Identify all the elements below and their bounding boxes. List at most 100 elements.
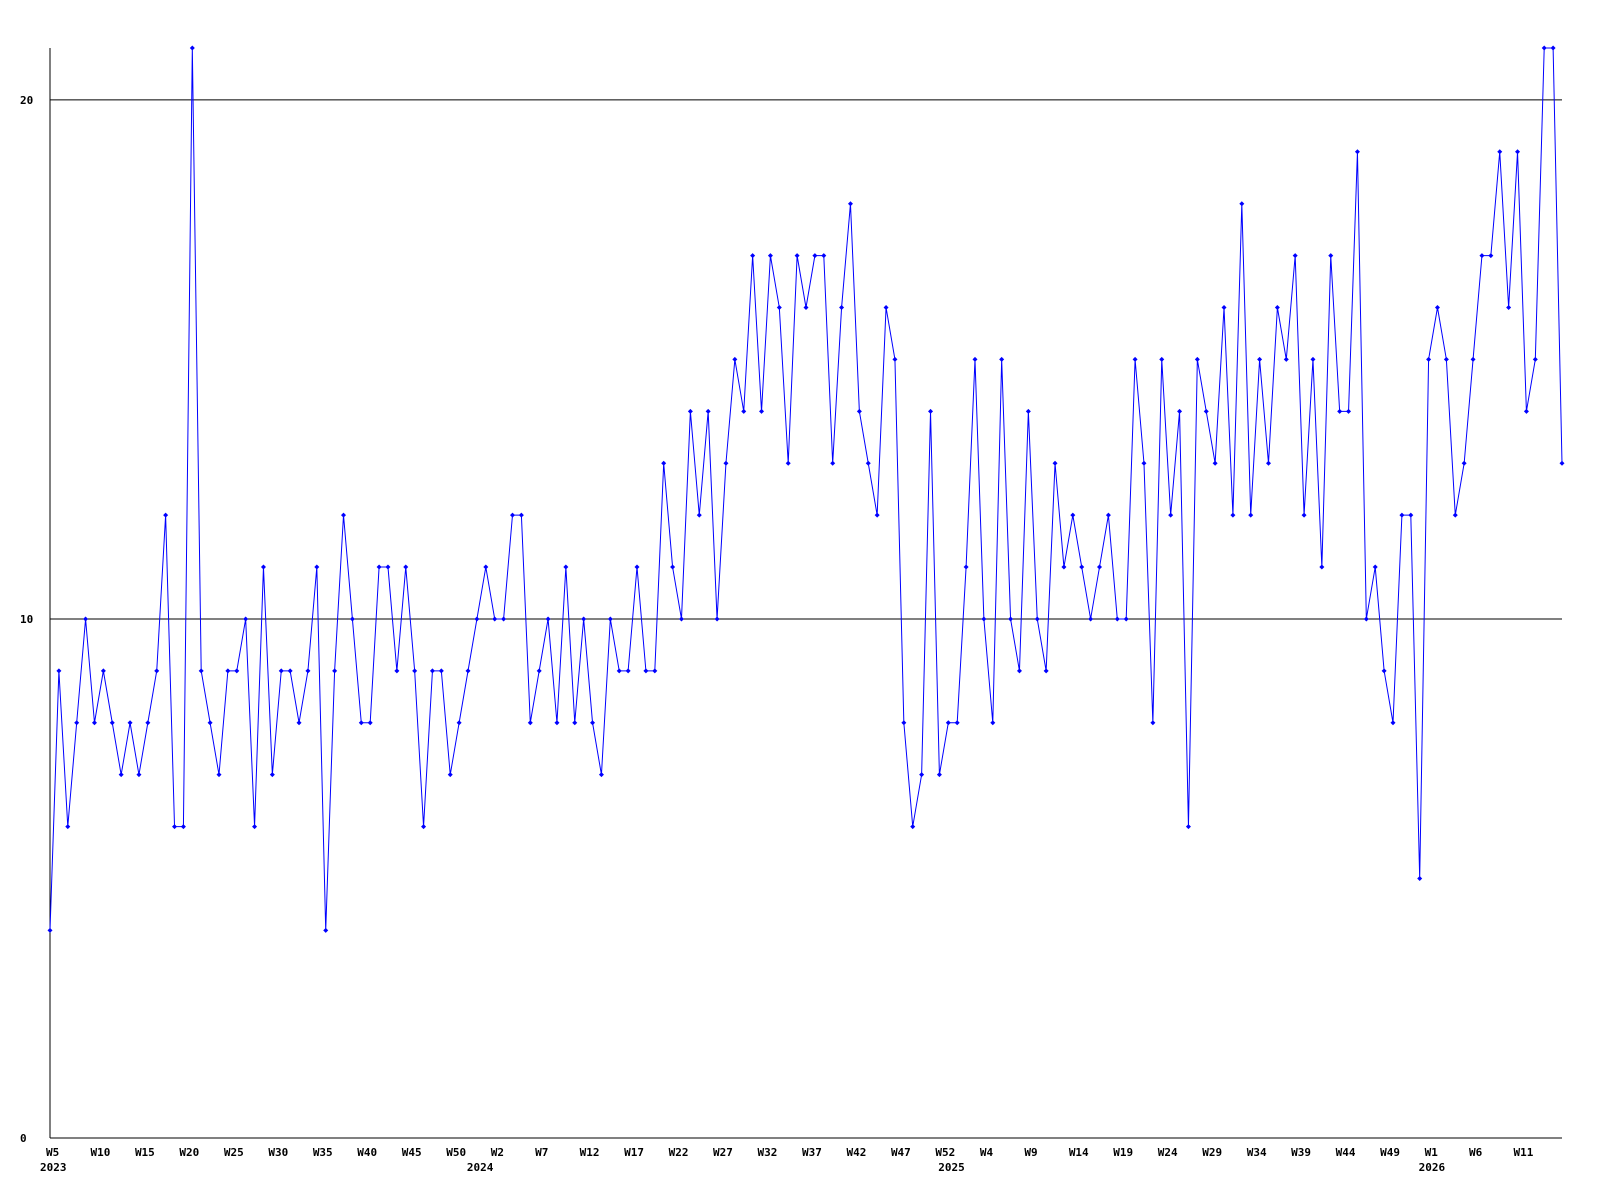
data-point [518,512,524,518]
x-tick-label: W12 [580,1146,600,1159]
x-tick-label: W1 [1425,1146,1439,1159]
x-tick-label: W17 [624,1146,644,1159]
data-point [145,720,151,726]
data-point [830,460,836,466]
data-point [1417,875,1423,881]
x-tick-label: W19 [1113,1146,1133,1159]
data-point [1363,616,1369,622]
data-point [812,253,818,259]
data-point [234,668,240,674]
x-tick-label: W50 [446,1146,466,1159]
x-tick-label: W14 [1069,1146,1089,1159]
data-point [1354,149,1360,155]
data-point [678,616,684,622]
data-point [465,668,471,674]
data-point [1177,408,1183,414]
data-point [367,720,373,726]
data-point [1025,408,1031,414]
data-point [172,824,178,830]
data-point [1257,356,1263,362]
data-point [1114,616,1120,622]
data-point [278,668,284,674]
data-point [1105,512,1111,518]
data-point [1541,45,1547,51]
year-label: 2024 [467,1161,494,1174]
data-point [198,668,204,674]
x-tick-labels: W5 W10 W15 W20 W25 W30 W35 W40 W45 W50 W2 W7 W12 W17 W… [40,1146,1534,1174]
data-point [287,668,293,674]
y-tick-label: 10 [20,613,33,626]
data-point [750,253,756,259]
data-point [919,772,925,778]
data-point [509,512,515,518]
data-point [1488,253,1494,259]
data-point [314,564,320,570]
x-tick-label: W7 [535,1146,548,1159]
x-tick-label: W20 [179,1146,199,1159]
x-tick-label: W39 [1291,1146,1311,1159]
data-point [305,668,311,674]
data-point [963,564,969,570]
data-point [180,824,186,830]
data-point [847,201,853,207]
data-point [296,720,302,726]
data-point [260,564,266,570]
data-point [1328,253,1334,259]
data-point [661,460,667,466]
data-point [794,253,800,259]
data-point [1203,408,1209,414]
data-point [545,616,551,622]
data-point [696,512,702,518]
x-tick-label: W44 [1336,1146,1356,1159]
data-point [456,720,462,726]
x-tick-label: W40 [357,1146,377,1159]
data-point [839,305,845,311]
data-point [1212,460,1218,466]
data-point [154,668,160,674]
data-point [1337,408,1343,414]
data-point [1088,616,1094,622]
data-point [74,720,80,726]
x-tick-label: W34 [1247,1146,1267,1159]
data-point [616,668,622,674]
data-point [1150,720,1156,726]
data-point [1506,305,1512,311]
x-tick-label: W15 [135,1146,155,1159]
data-point [163,512,169,518]
data-point [109,720,115,726]
data-point [572,720,578,726]
data-point [1497,149,1503,155]
data-point [323,927,329,933]
data-point [705,408,711,414]
data-point [1052,460,1058,466]
data-point [1123,616,1129,622]
data-point [403,564,409,570]
data-point [554,720,560,726]
y-tick-labels: 0 10 20 [20,94,33,1145]
data-point [1008,616,1014,622]
data-point [1248,512,1254,518]
x-tick-label: W49 [1380,1146,1400,1159]
data-point [803,305,809,311]
data-point [1461,460,1467,466]
x-tick-label: W4 [980,1146,994,1159]
x-tick-label: W37 [802,1146,822,1159]
data-point [1274,305,1280,311]
data-point [598,772,604,778]
data-point [376,564,382,570]
data-point [936,772,942,778]
data-point [127,720,133,726]
data-point [269,772,275,778]
data-point [65,824,71,830]
data-point [1372,564,1378,570]
x-tick-label: W27 [713,1146,733,1159]
series [47,45,1565,933]
x-tick-label: W32 [758,1146,778,1159]
data-point [474,616,480,622]
data-point [136,772,142,778]
data-point [945,720,951,726]
year-label: 2026 [1419,1161,1446,1174]
x-tick-label: W47 [891,1146,911,1159]
data-point [1283,356,1289,362]
